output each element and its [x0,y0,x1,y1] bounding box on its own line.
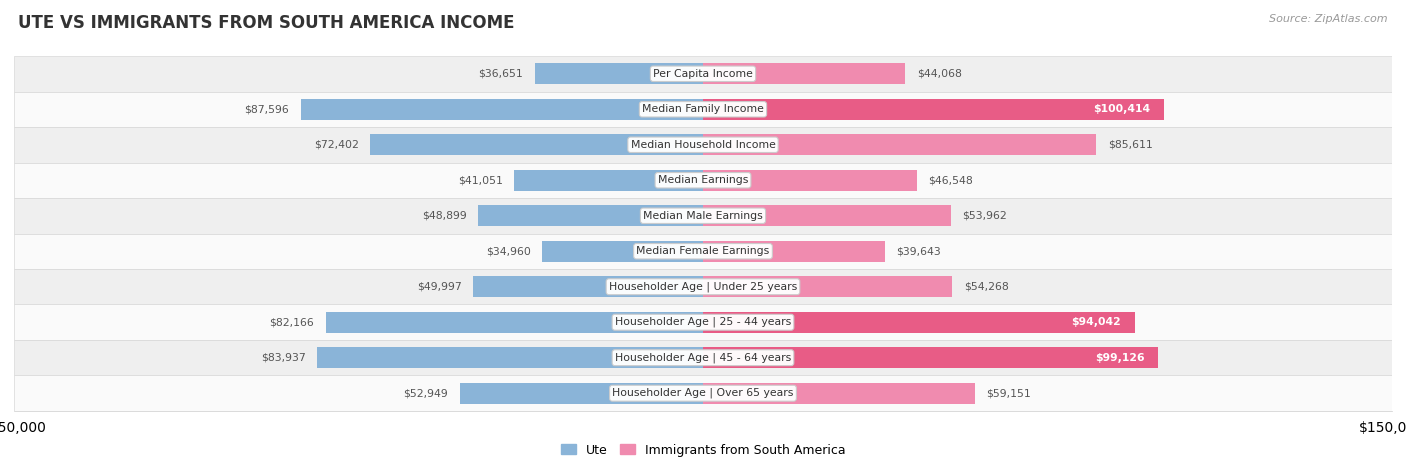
Bar [318,347,703,368]
FancyBboxPatch shape [14,269,1392,304]
Text: $83,937: $83,937 [262,353,307,363]
Bar [703,170,917,191]
Bar [703,205,950,226]
FancyBboxPatch shape [14,163,1392,198]
FancyBboxPatch shape [14,234,1392,269]
Text: Householder Age | Under 25 years: Householder Age | Under 25 years [609,282,797,292]
Text: $48,899: $48,899 [422,211,467,221]
Text: $59,151: $59,151 [986,388,1031,398]
FancyBboxPatch shape [14,56,1392,92]
Bar [478,205,703,226]
Bar [515,170,703,191]
Text: $99,126: $99,126 [1095,353,1144,363]
Text: Householder Age | 45 - 64 years: Householder Age | 45 - 64 years [614,353,792,363]
Text: $44,068: $44,068 [917,69,962,79]
Text: $87,596: $87,596 [245,104,290,114]
Text: $34,960: $34,960 [486,246,531,256]
Bar [460,383,703,403]
Bar [703,134,1097,155]
Bar [474,276,703,297]
Bar [703,99,1164,120]
Text: $72,402: $72,402 [314,140,359,150]
FancyBboxPatch shape [14,127,1392,163]
Text: Median Earnings: Median Earnings [658,175,748,185]
Text: Source: ZipAtlas.com: Source: ZipAtlas.com [1270,14,1388,24]
Text: $54,268: $54,268 [963,282,1008,292]
FancyBboxPatch shape [14,92,1392,127]
Text: Householder Age | 25 - 44 years: Householder Age | 25 - 44 years [614,317,792,327]
Bar [703,347,1159,368]
Text: Median Female Earnings: Median Female Earnings [637,246,769,256]
Text: $36,651: $36,651 [478,69,523,79]
Text: Median Male Earnings: Median Male Earnings [643,211,763,221]
Text: Median Family Income: Median Family Income [643,104,763,114]
Text: $53,962: $53,962 [962,211,1007,221]
Text: Per Capita Income: Per Capita Income [652,69,754,79]
Text: $94,042: $94,042 [1071,317,1121,327]
Legend: Ute, Immigrants from South America: Ute, Immigrants from South America [555,439,851,461]
Bar [703,64,905,84]
Text: $85,611: $85,611 [1108,140,1153,150]
Bar [703,383,974,403]
Bar [370,134,703,155]
Text: $82,166: $82,166 [270,317,314,327]
Text: Median Household Income: Median Household Income [630,140,776,150]
Text: $100,414: $100,414 [1094,104,1150,114]
Bar [543,241,703,262]
Bar [703,241,886,262]
FancyBboxPatch shape [14,304,1392,340]
Text: UTE VS IMMIGRANTS FROM SOUTH AMERICA INCOME: UTE VS IMMIGRANTS FROM SOUTH AMERICA INC… [18,14,515,32]
Text: $41,051: $41,051 [458,175,503,185]
FancyBboxPatch shape [14,198,1392,234]
Bar [326,312,703,333]
Bar [703,312,1135,333]
Text: $49,997: $49,997 [418,282,463,292]
FancyBboxPatch shape [14,340,1392,375]
Bar [301,99,703,120]
Text: $52,949: $52,949 [404,388,449,398]
Bar [534,64,703,84]
Bar [703,276,952,297]
Text: $46,548: $46,548 [928,175,973,185]
Text: $39,643: $39,643 [897,246,941,256]
Text: Householder Age | Over 65 years: Householder Age | Over 65 years [612,388,794,398]
FancyBboxPatch shape [14,375,1392,411]
